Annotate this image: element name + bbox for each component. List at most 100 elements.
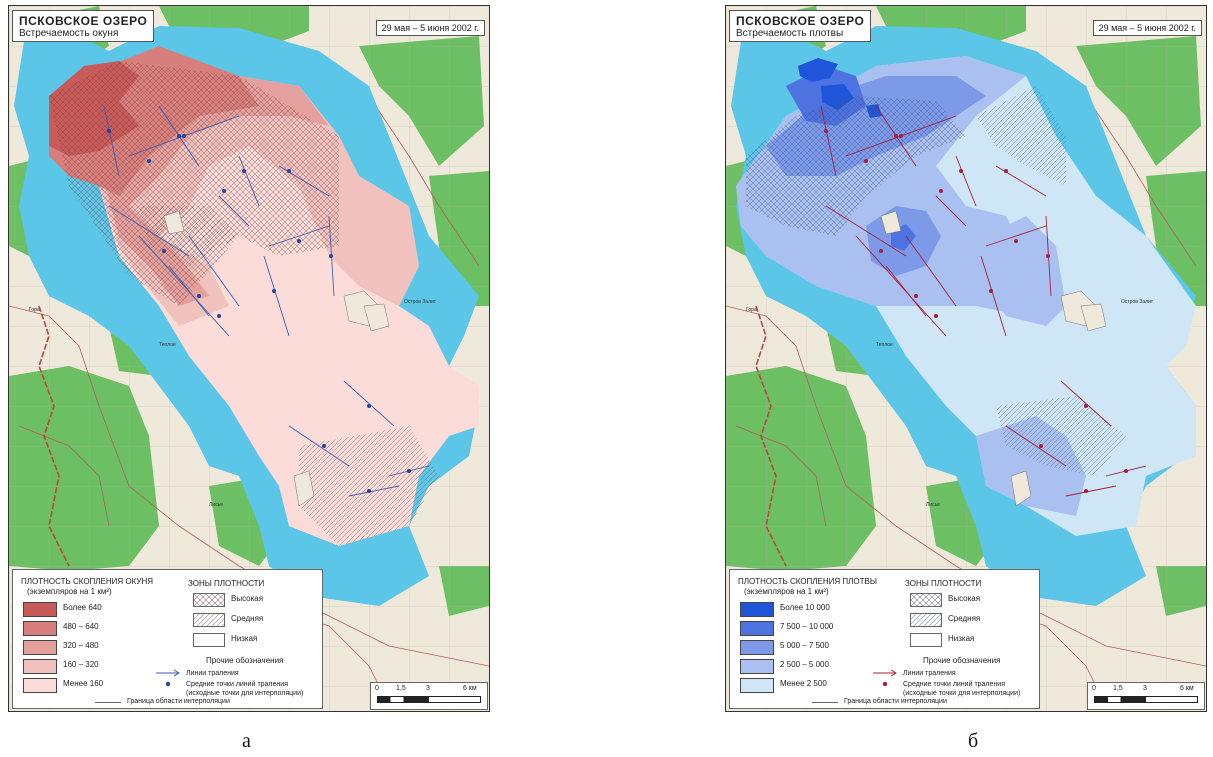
scale-tick: 6 км (463, 685, 477, 692)
legend-midpoint-label: Средние точки линий траления (исходные т… (186, 681, 304, 697)
legend-density-unit: (экземпляров на 1 км²) (27, 587, 112, 596)
zone-medium-2 (996, 396, 1126, 476)
map-panel-perch: Остров Залит Теплое Гора Лисье ПСКОВСКОЕ… (8, 5, 490, 712)
map-date: 29 мая – 5 июня 2002 г. (1092, 20, 1202, 36)
legend-zone-label: Средняя (948, 614, 981, 623)
legend-swatch (23, 640, 57, 655)
legend-zone-label: Высокая (231, 594, 264, 603)
scale-bar-box: 0 1,5 3 6 км (1087, 682, 1205, 710)
border-line-icon (95, 702, 121, 703)
trawl-midpoints (824, 129, 1128, 493)
panel-caption-a: а (242, 730, 251, 752)
svg-text:Гора: Гора (746, 307, 757, 313)
map-canvas-roach: Остров Залит Теплое Гора Лисье (726, 6, 1206, 711)
zone-high (746, 96, 966, 236)
legend-class-label: 5 000 – 7 500 (780, 641, 829, 650)
trawl-midpoints (107, 129, 411, 493)
legend-density-title: ПЛОТНОСТЬ СКОПЛЕНИЯ ПЛОТВЫ (738, 577, 877, 586)
legend-class-label: 320 – 480 (63, 641, 99, 650)
svg-text:Лисье: Лисье (209, 502, 223, 508)
trawl-line-arrow-icon (156, 669, 180, 677)
density-class-gt10000 (798, 58, 838, 82)
state-border (38, 305, 70, 567)
svg-text:Гора: Гора (29, 307, 40, 313)
map-subtitle: Встречаемость плотвы (736, 28, 844, 39)
legend-zone-label: Средняя (231, 614, 264, 623)
scale-tick: 6 км (1180, 685, 1194, 692)
islands (163, 210, 390, 507)
panel-caption-b: б (968, 730, 979, 752)
legend-swatch (23, 678, 57, 693)
density-surface (49, 46, 479, 546)
zone-swatch-low (193, 633, 225, 647)
trawl-line-arrow-icon (873, 669, 897, 677)
legend-swatch (23, 659, 57, 674)
scale-tick: 3 (426, 685, 430, 692)
map-title-box: ПСКОВСКОЕ ОЗЕРО Встречаемость плотвы (729, 10, 872, 42)
legend-border-label: Граница области интерполяции (844, 698, 947, 705)
scale-tick: 1,5 (1113, 685, 1123, 692)
legend-swatch (740, 659, 774, 674)
legend-swatch (740, 640, 774, 655)
legend-trawl-label: Линии траления (186, 670, 239, 677)
density-class-2500-5000-east (986, 216, 1066, 326)
village-labels: Остров Залит Теплое Гора Лисье (746, 299, 1154, 508)
scale-tick: 0 (1092, 685, 1096, 692)
legend-zone-label: Низкая (948, 634, 975, 643)
svg-text:Остров Залит: Остров Залит (404, 299, 437, 305)
map-title-box: ПСКОВСКОЕ ОЗЕРО Встречаемость окуня (12, 10, 155, 42)
legend-trawl-label: Линии траления (903, 670, 956, 677)
legend-zones-title: ЗОНЫ ПЛОТНОСТИ (905, 579, 982, 588)
zone-swatch-medium (910, 613, 942, 627)
legend-zone-label: Низкая (231, 634, 258, 643)
legend-midpoint-label: Средние точки линий траления (исходные т… (903, 681, 1021, 697)
legend-class-label: Менее 2 500 (780, 679, 827, 688)
legend-swatch (23, 602, 57, 617)
state-border (755, 305, 787, 567)
midpoint-dot-icon (882, 681, 888, 687)
zone-medium (976, 86, 1066, 186)
legend-swatch (23, 621, 57, 636)
map-title: ПСКОВСКОЕ ОЗЕРО (736, 14, 865, 28)
scale-tick: 0 (375, 685, 379, 692)
legend-swatch (740, 678, 774, 693)
islands (880, 210, 1107, 507)
svg-text:Остров Залит: Остров Залит (1121, 299, 1154, 305)
scale-bar-box: 0 1,5 3 6 км (370, 682, 488, 710)
midpoint-dot-icon (165, 681, 171, 687)
legend-border-label: Граница области интерполяции (127, 698, 230, 705)
village-labels: Остров Залит Теплое Гора Лисье (29, 299, 437, 508)
legend-zones-title: ЗОНЫ ПЛОТНОСТИ (188, 579, 265, 588)
scale-bar (1094, 696, 1198, 703)
scale-tick: 3 (1143, 685, 1147, 692)
legend-density-unit: (экземпляров на 1 км²) (744, 587, 829, 596)
zone-swatch-medium (193, 613, 225, 627)
map-canvas-perch: Остров Залит Теплое Гора Лисье (9, 6, 489, 711)
scale-bar (377, 696, 481, 703)
legend-class-label: Более 10 000 (780, 603, 830, 612)
legend-class-label: 2 500 – 5 000 (780, 660, 829, 669)
zone-swatch-high (193, 593, 225, 607)
map-date: 29 мая – 5 июня 2002 г. (375, 20, 485, 36)
map-title: ПСКОВСКОЕ ОЗЕРО (19, 14, 148, 28)
legend-swatch (740, 602, 774, 617)
zone-high (49, 61, 339, 306)
map-subtitle: Встречаемость окуня (19, 28, 119, 39)
map-panel-roach: Остров Залит Теплое Гора Лисье ПСКОВСКОЕ… (725, 5, 1207, 712)
legend-swatch (740, 621, 774, 636)
zone-swatch-low (910, 633, 942, 647)
scale-tick: 1,5 (396, 685, 406, 692)
legend-roach: ПЛОТНОСТЬ СКОПЛЕНИЯ ПЛОТВЫ (экземпляров … (729, 569, 1040, 709)
zone-swatch-high (910, 593, 942, 607)
legend-class-label: Более 640 (63, 603, 102, 612)
border-line-icon (812, 702, 838, 703)
svg-text:Теплое: Теплое (159, 342, 176, 348)
svg-text:Лисье: Лисье (926, 502, 940, 508)
svg-text:Теплое: Теплое (876, 342, 893, 348)
legend-class-label: 480 – 640 (63, 622, 99, 631)
legend-density-title: ПЛОТНОСТЬ СКОПЛЕНИЯ ОКУНЯ (21, 577, 154, 586)
legend-class-label: Менее 160 (63, 679, 104, 688)
legend-class-label: 160 – 320 (63, 660, 99, 669)
legend-class-label: 7 500 – 10 000 (780, 622, 834, 631)
legend-other-title: Прочие обозначения (206, 656, 284, 665)
